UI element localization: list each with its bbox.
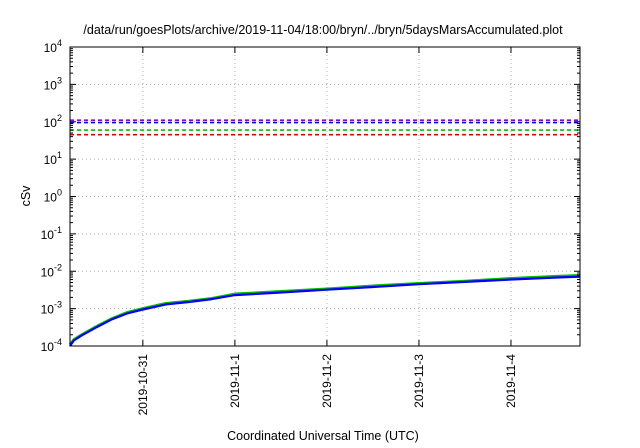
y-axis-label: cSv <box>19 185 33 207</box>
y-tick-label: 103 <box>44 75 62 92</box>
chart-title: /data/run/goesPlots/archive/2019-11-04/1… <box>83 23 563 37</box>
y-axis-ticks: 10-4 10-3 10-2 10-1 100 101 102 103 104 <box>41 38 580 354</box>
x-tick-label: 2019-11-4 <box>504 354 518 408</box>
x-axis-label: Coordinated Universal Time (UTC) <box>227 429 419 443</box>
reference-lines <box>70 119 580 136</box>
y-tick-label: 102 <box>44 113 62 130</box>
x-tick-label: 2019-11-3 <box>412 354 426 408</box>
y-tick-label: 100 <box>44 188 62 205</box>
x-tick-label: 2019-11-2 <box>320 354 334 408</box>
y-tick-label: 10-1 <box>41 225 62 242</box>
x-tick-label: 2019-10-31 <box>136 354 150 416</box>
y-tick-label: 10-3 <box>41 300 62 317</box>
y-tick-label: 10-4 <box>41 337 62 354</box>
gridlines <box>70 47 580 346</box>
series-line <box>69 275 581 347</box>
y-tick-label: 10-2 <box>41 262 62 279</box>
x-tick-label: 2019-11-1 <box>228 354 242 408</box>
x-axis-ticks: 2019-10-31 2019-11-1 2019-11-2 2019-11-3 201… <box>136 47 518 415</box>
y-tick-label: 101 <box>44 150 62 167</box>
series-group <box>68 274 581 347</box>
y-tick-label: 104 <box>44 38 62 55</box>
